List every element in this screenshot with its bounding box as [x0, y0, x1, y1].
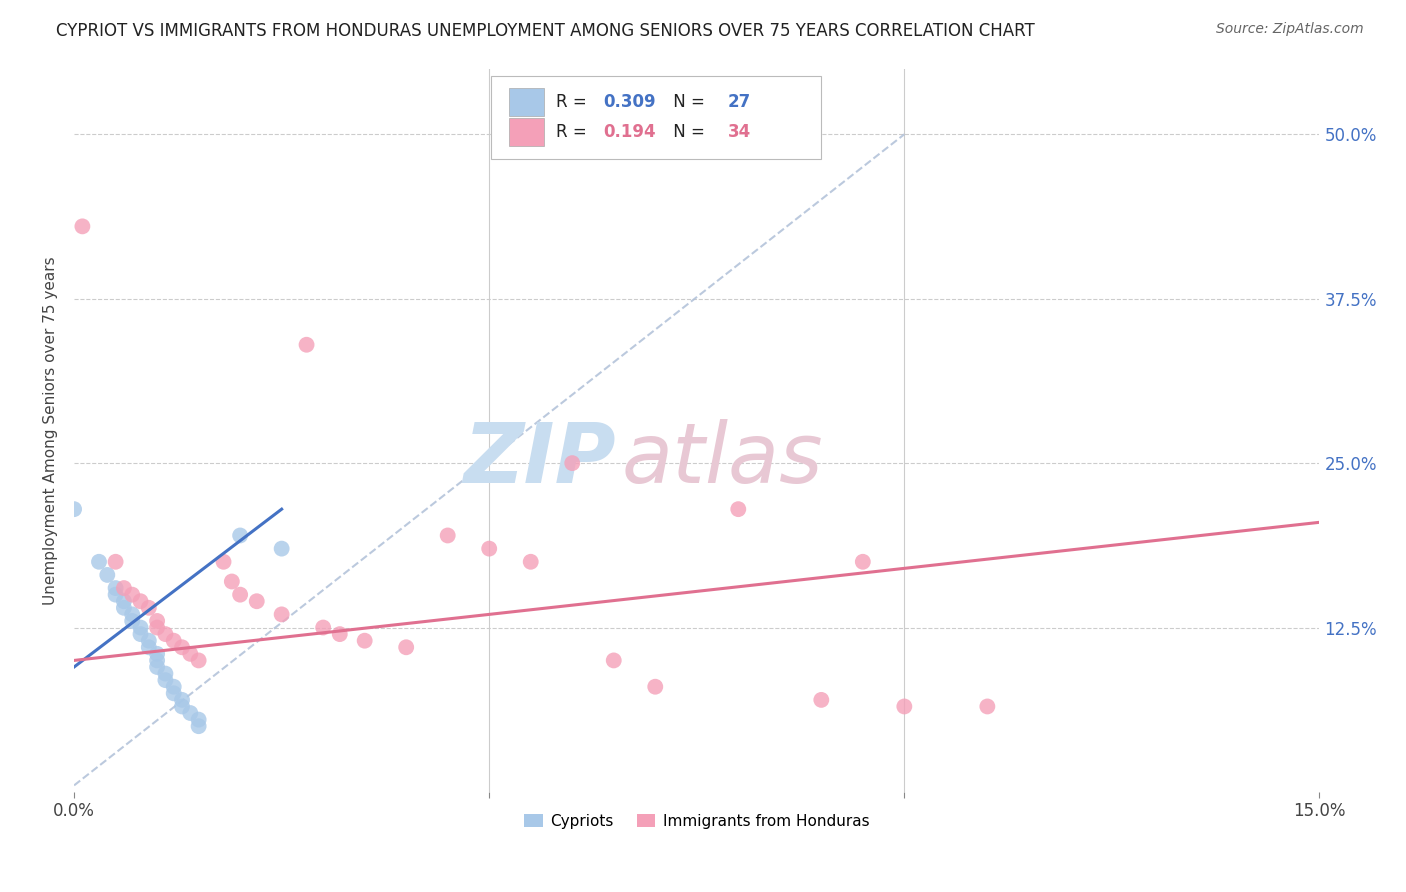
- Point: [155, 627, 177, 641]
- Point: [112, 600, 135, 615]
- Point: [229, 588, 252, 602]
- Point: [212, 555, 235, 569]
- Point: [270, 541, 292, 556]
- Point: [395, 640, 418, 655]
- Point: [121, 607, 143, 622]
- Point: [63, 502, 86, 516]
- Point: [129, 627, 152, 641]
- Point: [112, 594, 135, 608]
- Point: [170, 699, 193, 714]
- Point: [170, 640, 193, 655]
- Point: [146, 621, 169, 635]
- Text: R =: R =: [555, 123, 592, 141]
- Point: [129, 594, 152, 608]
- Point: [187, 713, 209, 727]
- Point: [155, 666, 177, 681]
- Text: N =: N =: [668, 93, 710, 111]
- Point: [146, 653, 169, 667]
- Point: [138, 600, 160, 615]
- Point: [121, 588, 143, 602]
- Bar: [509, 88, 544, 116]
- Point: [270, 607, 292, 622]
- Point: [155, 673, 177, 688]
- Point: [312, 621, 335, 635]
- Point: [112, 581, 135, 595]
- Point: [129, 621, 152, 635]
- Point: [146, 647, 169, 661]
- Point: [893, 699, 915, 714]
- Text: 27: 27: [728, 93, 751, 111]
- Point: [221, 574, 243, 589]
- Point: [810, 693, 832, 707]
- Point: [852, 555, 875, 569]
- Point: [561, 456, 583, 470]
- Point: [146, 660, 169, 674]
- Point: [353, 633, 375, 648]
- Bar: [509, 119, 544, 146]
- Point: [96, 568, 118, 582]
- Text: 0.309: 0.309: [603, 93, 657, 111]
- Text: ZIP: ZIP: [463, 418, 616, 500]
- Point: [72, 219, 94, 234]
- Point: [179, 706, 201, 720]
- Point: [179, 647, 201, 661]
- Point: [603, 653, 626, 667]
- Point: [329, 627, 352, 641]
- Text: 0.194: 0.194: [603, 123, 657, 141]
- Point: [644, 680, 666, 694]
- Point: [138, 640, 160, 655]
- FancyBboxPatch shape: [491, 76, 821, 159]
- Y-axis label: Unemployment Among Seniors over 75 years: Unemployment Among Seniors over 75 years: [44, 256, 58, 605]
- Point: [170, 693, 193, 707]
- Text: 34: 34: [728, 123, 751, 141]
- Point: [295, 337, 318, 351]
- Point: [436, 528, 458, 542]
- Point: [163, 680, 186, 694]
- Text: N =: N =: [668, 123, 710, 141]
- Point: [478, 541, 501, 556]
- Legend: Cypriots, Immigrants from Honduras: Cypriots, Immigrants from Honduras: [519, 807, 876, 835]
- Text: Source: ZipAtlas.com: Source: ZipAtlas.com: [1216, 22, 1364, 37]
- Text: CYPRIOT VS IMMIGRANTS FROM HONDURAS UNEMPLOYMENT AMONG SENIORS OVER 75 YEARS COR: CYPRIOT VS IMMIGRANTS FROM HONDURAS UNEM…: [56, 22, 1035, 40]
- Point: [163, 633, 186, 648]
- Point: [104, 581, 127, 595]
- Point: [187, 719, 209, 733]
- Text: R =: R =: [555, 93, 592, 111]
- Point: [246, 594, 269, 608]
- Point: [104, 555, 127, 569]
- Point: [727, 502, 749, 516]
- Point: [146, 614, 169, 628]
- Point: [138, 633, 160, 648]
- Point: [187, 653, 209, 667]
- Point: [519, 555, 541, 569]
- Point: [87, 555, 110, 569]
- Point: [229, 528, 252, 542]
- Point: [121, 614, 143, 628]
- Point: [104, 588, 127, 602]
- Text: atlas: atlas: [621, 418, 824, 500]
- Point: [163, 686, 186, 700]
- Point: [976, 699, 998, 714]
